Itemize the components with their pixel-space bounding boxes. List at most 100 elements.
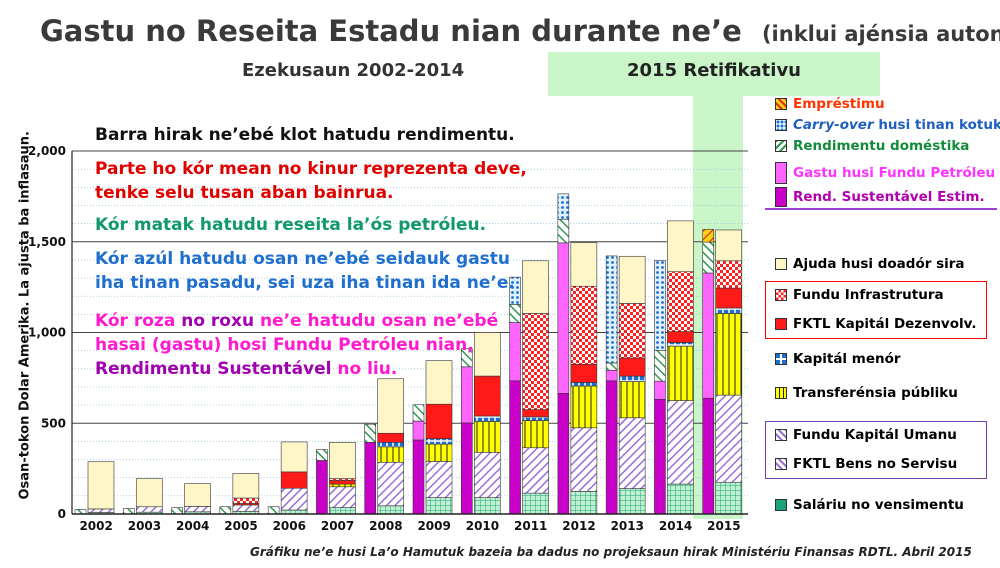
- bar-expense-fktl_cap-2009: [425, 403, 453, 439]
- bar-expense-transfer-2009: [425, 443, 453, 462]
- bar-expense-salary-2013: [618, 488, 646, 515]
- legend-swatch-esi: [775, 187, 787, 207]
- note-pink-part-b: no roxu: [175, 311, 260, 331]
- legend-donor-label: Ajuda husi doadór sira: [793, 256, 965, 272]
- legend-swatch-carryover: [775, 119, 787, 131]
- bar-expense-fktl_cap-2011: [522, 409, 549, 418]
- bar-expense-gs-2006: [280, 487, 308, 511]
- bar-expense-minor-2011: [522, 416, 549, 421]
- bar-revenue-esi-2007: [316, 460, 328, 515]
- bar-expense-transfer-2008: [377, 446, 405, 463]
- bar-revenue-pf-2013: [605, 369, 618, 382]
- y-tick-label: 2,000: [28, 144, 66, 158]
- x-tick-label-2008: 2008: [369, 519, 402, 533]
- legend-loan: Empréstimu: [775, 95, 885, 113]
- bar-expense-fktl_cap-2006: [280, 471, 308, 489]
- bar-expense-gs-2010: [473, 451, 501, 498]
- legend-swatch-inf: [775, 289, 787, 301]
- bar-expense-inf-2014: [667, 271, 694, 332]
- legend-swatch-donor: [775, 258, 787, 270]
- bar-expense-fktl_cap-2010: [473, 375, 501, 417]
- note-revenue-bars: Barra hirak ne’ebé klot hatudu rendiment…: [95, 125, 515, 145]
- legend-swatch-fktl-cap: [775, 318, 787, 330]
- bar-expense-fktl_cap-2008: [377, 432, 405, 443]
- bar-expense-salary-2011: [522, 492, 549, 515]
- bar-revenue-pf-2014: [654, 380, 666, 400]
- y-tick-label: 500: [41, 416, 66, 430]
- bar-expense-transfer-2012: [570, 385, 598, 429]
- legend-salary: Saláriu no vensimentu: [775, 496, 964, 514]
- bar-revenue-domestic-2012: [557, 218, 570, 244]
- bar-expense-salary-2014: [667, 483, 694, 515]
- x-tick-label-2007: 2007: [321, 519, 354, 533]
- legend-revenue-group: [765, 92, 997, 210]
- bar-expense-transfer-2007: [329, 483, 356, 488]
- bar-revenue-domestic-2009: [412, 404, 425, 422]
- legend-minor-label: Kapitál menór: [793, 351, 901, 367]
- legend-domestic-label: Rendimentu doméstika: [793, 138, 970, 154]
- bar-revenue-domestic-2004: [171, 507, 183, 515]
- note-pink-l3: Rendimentu Sustentável no liu.: [95, 358, 397, 380]
- bar-expense-salary-2007: [329, 507, 356, 515]
- legend-minor-capital: Kapitál menór: [775, 350, 901, 368]
- bar-expense-minor-2010: [473, 415, 501, 422]
- legend-swatch-hcf: [775, 429, 787, 441]
- legend-petroleum-fund: Gastu husi Fundu Petróleu: [775, 162, 996, 184]
- legend-carryover: Carry-over husi tinan kotuk: [775, 116, 1000, 134]
- bar-expense-gs-2009: [425, 461, 453, 498]
- bar-expense-minor-2013: [618, 375, 646, 382]
- bar-revenue-domestic-2015: [702, 241, 715, 274]
- highlight-2015-banner: [548, 52, 880, 96]
- x-tick-label-2010: 2010: [466, 519, 499, 533]
- bar-revenue-esi-2015: [702, 397, 715, 515]
- legend-esi-label: Rend. Sustentável Estim.: [793, 189, 985, 205]
- bar-expense-minor-2015: [715, 307, 743, 314]
- bar-expense-donor-2011: [522, 260, 549, 314]
- bar-revenue-esi-2012: [557, 393, 570, 515]
- legend-fktl-cap-label: FKTL Kapitál Dezenvolv.: [793, 316, 977, 332]
- bar-revenue-loan-2015: [702, 229, 715, 243]
- legend-pf-label: Gastu husi Fundu Petróleu: [793, 165, 996, 181]
- x-tick-label-2004: 2004: [176, 519, 209, 533]
- bar-expense-donor-2002: [87, 461, 115, 510]
- footnote: Gráfiku ne’e husi La’o Hamutuk bazeia ba…: [250, 545, 972, 559]
- x-tick-label-2002: 2002: [79, 519, 112, 533]
- bar-expense-salary-2015: [715, 481, 743, 515]
- legend-swatch-pf: [775, 162, 787, 184]
- chart-title: Gastu no Reseita Estadu nian durante ne’…: [40, 14, 1000, 48]
- note-blue-l2: iha tinan pasadu, sei uza iha tinan ida …: [95, 273, 515, 293]
- legend-carryover-label-b: husi tinan kotuk: [873, 117, 1000, 133]
- bar-revenue-pf-2012: [557, 242, 570, 394]
- bar-expense-gs-2002: [87, 508, 115, 513]
- bar-expense-salary-2009: [425, 497, 453, 515]
- x-tick-label-2003: 2003: [128, 519, 161, 533]
- legend-human-capital-box: [765, 421, 987, 479]
- bar-expense-donor-2013: [618, 255, 646, 304]
- x-tick-label-2006: 2006: [273, 519, 306, 533]
- bar-revenue-carry-2014: [654, 260, 666, 351]
- legend-inf-label: Fundu Infrastrutura: [793, 287, 944, 303]
- x-tick-label-2009: 2009: [417, 519, 450, 533]
- highlight-2015-label: 2015 Retifikativu: [627, 60, 801, 81]
- bar-expense-minor-2014: [667, 342, 694, 347]
- x-tick-label-2015: 2015: [707, 519, 740, 533]
- legend-carryover-label-a: Carry-over: [793, 117, 874, 133]
- bar-expense-gs-2013: [618, 417, 646, 489]
- bar-revenue-esi-2011: [509, 380, 521, 515]
- bar-expense-gs-2015: [715, 394, 743, 483]
- bar-revenue-domestic-2006: [267, 506, 280, 515]
- bar-expense-fktl_cap-2014: [667, 331, 694, 343]
- note-pink-part-c: ne’e hatudu osan ne’ebé: [259, 311, 499, 331]
- legend-swatch-gs: [775, 458, 787, 470]
- note-pink-l3-a: Rendimentu Sustentável: [95, 359, 332, 379]
- x-tick-label-2005: 2005: [224, 519, 257, 533]
- bar-revenue-esi-2010: [460, 422, 473, 515]
- bar-expense-inf-2011: [522, 313, 549, 410]
- legend-transfer-label: Transferénsia públiku: [793, 385, 958, 401]
- bar-revenue-pf-2011: [509, 322, 521, 382]
- bar-expense-donor-2010: [473, 332, 501, 377]
- bar-expense-transfer-2011: [522, 420, 549, 449]
- legend-fktl-capital: FKTL Kapitál Dezenvolv.: [775, 315, 976, 333]
- x-tick-label-2012: 2012: [562, 519, 595, 533]
